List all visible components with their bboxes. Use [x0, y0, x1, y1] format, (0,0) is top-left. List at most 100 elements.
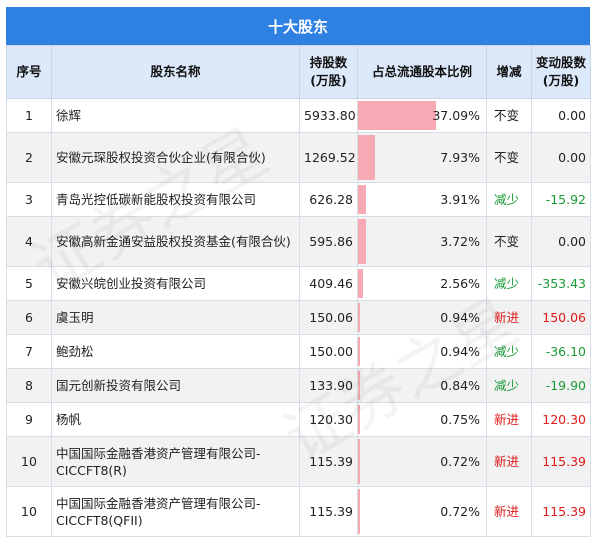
shares-cell: 5933.80	[299, 98, 358, 133]
rank-cell: 1	[6, 98, 52, 133]
rank-cell: 9	[6, 402, 52, 437]
change-amount-cell: -353.43	[531, 266, 591, 301]
change-type-cell: 减少	[486, 334, 532, 369]
ratio-cell: 0.94%	[357, 334, 487, 369]
change-amount-cell: 115.39	[531, 486, 591, 537]
rank-cell: 7	[6, 334, 52, 369]
ratio-bar	[358, 303, 360, 332]
shareholders-table: 序号 股东名称 持股数 (万股) 占总流通股本比例 增减 变动股数 (万股) 1…	[6, 45, 591, 537]
shareholder-name-cell: 中国国际金融香港资产管理有限公司-CICCFT8(QFII)	[51, 486, 300, 537]
ratio-bar	[358, 219, 366, 264]
table-row: 5 安徽兴皖创业投资有限公司 409.46 2.56% 减少 -353.43	[6, 266, 591, 301]
shares-cell: 150.00	[299, 334, 358, 369]
rank-cell: 4	[6, 216, 52, 267]
change-amount-cell: 120.30	[531, 402, 591, 437]
ratio-text: 0.94%	[440, 310, 480, 325]
ratio-bar	[358, 371, 360, 400]
change-amount-cell: 0.00	[531, 216, 591, 267]
header-shares: 持股数 (万股)	[299, 45, 358, 99]
shareholder-name-cell: 中国国际金融香港资产管理有限公司-CICCFT8(R)	[51, 436, 300, 487]
table-row: 7 鲍劲松 150.00 0.94% 减少 -36.10	[6, 334, 591, 369]
shareholder-name-cell: 安徽元琛股权投资合伙企业(有限合伙)	[51, 132, 300, 183]
shares-cell: 115.39	[299, 486, 358, 537]
rank-cell: 10	[6, 436, 52, 487]
table-row: 9 杨帆 120.30 0.75% 新进 120.30	[6, 402, 591, 437]
table-body: 1 徐辉 5933.80 37.09% 不变 0.00 2 安徽元琛股权投资合伙企业(有限合伙…	[6, 98, 591, 537]
change-amount-cell: 0.00	[531, 132, 591, 183]
change-amount-cell: 0.00	[531, 98, 591, 133]
change-type-cell: 减少	[486, 266, 532, 301]
ratio-text: 0.72%	[440, 504, 480, 519]
change-type-cell: 新进	[486, 300, 532, 335]
change-amount-cell: 115.39	[531, 436, 591, 487]
change-amount-cell: 150.06	[531, 300, 591, 335]
change-type-cell: 减少	[486, 182, 532, 217]
shareholder-name-cell: 杨帆	[51, 402, 300, 437]
table-header-row: 序号 股东名称 持股数 (万股) 占总流通股本比例 增减 变动股数 (万股)	[6, 45, 591, 99]
ratio-cell: 7.93%	[357, 132, 487, 183]
ratio-text: 2.56%	[440, 276, 480, 291]
shares-cell: 120.30	[299, 402, 358, 437]
ratio-bar	[358, 269, 364, 298]
shares-cell: 133.90	[299, 368, 358, 403]
table-row: 10 中国国际金融香港资产管理有限公司-CICCFT8(QFII) 115.39 0.…	[6, 486, 591, 537]
ratio-text: 0.84%	[440, 378, 480, 393]
table-row: 4 安徽高新金通安益股权投资基金(有限合伙) 595.86 3.72% 不变 0.00	[6, 216, 591, 267]
ratio-text: 3.72%	[440, 234, 480, 249]
change-amount-cell: -15.92	[531, 182, 591, 217]
ratio-text: 0.72%	[440, 454, 480, 469]
table-row: 2 安徽元琛股权投资合伙企业(有限合伙) 1269.52 7.93% 不变 0.00	[6, 132, 591, 183]
shares-cell: 595.86	[299, 216, 358, 267]
ratio-bar	[358, 135, 375, 180]
shares-cell: 115.39	[299, 436, 358, 487]
ratio-cell: 37.09%	[357, 98, 487, 133]
ratio-cell: 3.72%	[357, 216, 487, 267]
ratio-cell: 0.84%	[357, 368, 487, 403]
ratio-bar	[358, 489, 360, 534]
shareholder-name-cell: 安徽兴皖创业投资有限公司	[51, 266, 300, 301]
ratio-text: 0.75%	[440, 412, 480, 427]
shareholder-name-cell: 青岛光控低碳新能股权投资有限公司	[51, 182, 300, 217]
ratio-cell: 0.75%	[357, 402, 487, 437]
rank-cell: 2	[6, 132, 52, 183]
table-row: 1 徐辉 5933.80 37.09% 不变 0.00	[6, 98, 591, 133]
header-change-amount: 变动股数 (万股)	[531, 45, 591, 99]
shareholder-name-cell: 虞玉明	[51, 300, 300, 335]
table-row: 8 国元创新投资有限公司 133.90 0.84% 减少 -19.90	[6, 368, 591, 403]
rank-cell: 5	[6, 266, 52, 301]
ratio-text: 0.94%	[440, 344, 480, 359]
shareholder-name-cell: 安徽高新金通安益股权投资基金(有限合伙)	[51, 216, 300, 267]
ratio-bar	[358, 185, 367, 214]
ratio-text: 7.93%	[440, 150, 480, 165]
shares-cell: 150.06	[299, 300, 358, 335]
change-type-cell: 新进	[486, 486, 532, 537]
ratio-cell: 0.72%	[357, 486, 487, 537]
rank-cell: 10	[6, 486, 52, 537]
rank-cell: 3	[6, 182, 52, 217]
header-change-type: 增减	[486, 45, 532, 99]
change-amount-cell: -19.90	[531, 368, 591, 403]
ratio-cell: 3.91%	[357, 182, 487, 217]
header-ratio: 占总流通股本比例	[357, 45, 487, 99]
shares-cell: 409.46	[299, 266, 358, 301]
change-amount-cell: -36.10	[531, 334, 591, 369]
header-name: 股东名称	[51, 45, 300, 99]
change-type-cell: 新进	[486, 402, 532, 437]
ratio-cell: 0.72%	[357, 436, 487, 487]
ratio-cell: 2.56%	[357, 266, 487, 301]
shares-cell: 1269.52	[299, 132, 358, 183]
change-type-cell: 减少	[486, 368, 532, 403]
header-rank: 序号	[6, 45, 52, 99]
shareholder-name-cell: 徐辉	[51, 98, 300, 133]
table-title: 十大股东	[6, 7, 590, 45]
ratio-text: 3.91%	[440, 192, 480, 207]
table-row: 6 虞玉明 150.06 0.94% 新进 150.06	[6, 300, 591, 335]
ratio-bar	[358, 337, 360, 366]
change-type-cell: 不变	[486, 98, 532, 133]
ratio-bar	[358, 439, 360, 484]
change-type-cell: 新进	[486, 436, 532, 487]
rank-cell: 6	[6, 300, 52, 335]
ratio-bar	[358, 405, 360, 434]
change-type-cell: 不变	[486, 132, 532, 183]
